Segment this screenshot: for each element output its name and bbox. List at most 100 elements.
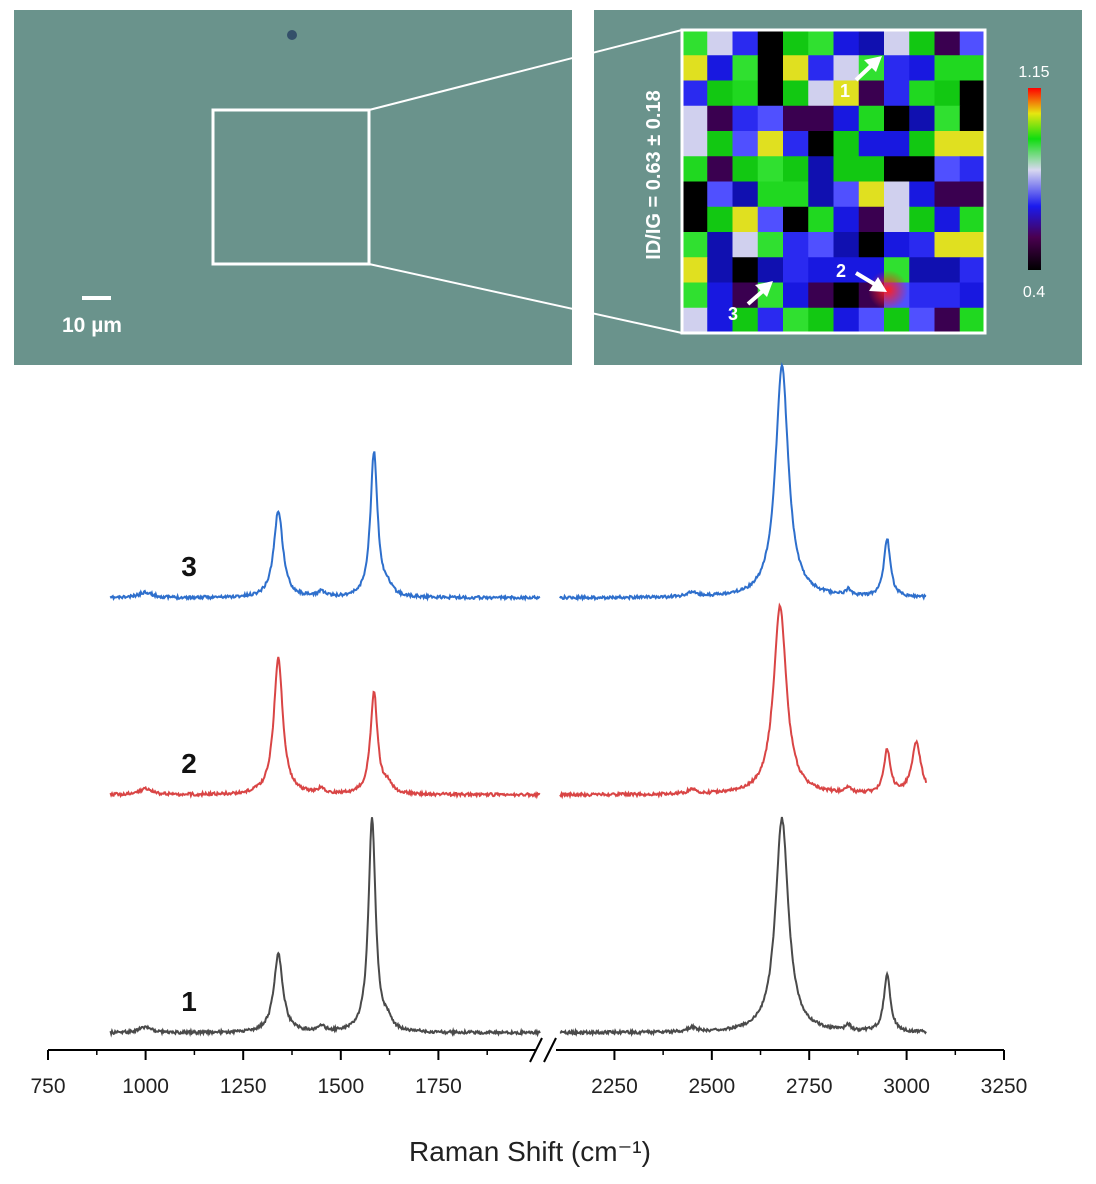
map-cell xyxy=(934,282,961,309)
x-tick-label: 2750 xyxy=(786,1075,833,1098)
map-cell xyxy=(682,105,708,132)
map-cell xyxy=(833,30,860,56)
map-cell xyxy=(682,307,708,334)
intensity-ratio-label: ID/IG = 0.63 ± 0.18 xyxy=(643,90,665,259)
map-cell xyxy=(909,156,935,182)
map-cell xyxy=(858,156,885,182)
map-cell xyxy=(858,206,885,233)
map-cell xyxy=(707,257,733,283)
map-cell xyxy=(783,30,809,56)
map-cell xyxy=(707,30,733,56)
map-cell xyxy=(959,156,986,182)
map-cell xyxy=(909,30,935,56)
x-tick-label: 1250 xyxy=(220,1075,267,1098)
map-cell xyxy=(783,80,809,107)
map-cell xyxy=(682,232,708,258)
map-cell xyxy=(757,131,784,157)
map-cell xyxy=(934,257,961,283)
spectrum-line-3-left xyxy=(109,451,541,602)
map-cell xyxy=(783,307,809,334)
map-cell xyxy=(707,105,733,132)
map-cell xyxy=(707,232,733,258)
map-cell xyxy=(757,307,784,334)
map-cell xyxy=(909,206,935,233)
map-cell xyxy=(732,257,759,283)
map-cell xyxy=(959,30,986,56)
map-cell xyxy=(884,156,910,182)
marker-1: 1 xyxy=(840,56,882,101)
spectrum-line-2-left xyxy=(109,656,541,800)
map-cell xyxy=(909,105,935,132)
map-cell xyxy=(732,307,759,334)
map-cell xyxy=(934,156,961,182)
map-cell xyxy=(833,206,860,233)
map-cell xyxy=(959,307,986,334)
x-tick-label: 1750 xyxy=(415,1075,462,1098)
map-cell xyxy=(884,181,910,208)
map-cell xyxy=(682,181,708,208)
map-cell xyxy=(884,55,910,81)
map-cell xyxy=(707,282,733,309)
map-cell xyxy=(808,55,834,81)
map-cell xyxy=(682,131,708,157)
map-cell xyxy=(707,206,733,233)
map-cell xyxy=(732,181,759,208)
map-cell xyxy=(934,131,961,157)
x-axis: 750 1000 1250 1500 1750 2250 2500 2750 3000 3250 xyxy=(30,1037,1027,1098)
map-cell xyxy=(732,30,759,56)
map-border xyxy=(680,28,987,335)
map-cell xyxy=(808,232,834,258)
marker-3: 3 xyxy=(728,281,773,324)
map-cell xyxy=(783,156,809,182)
spectrum-line-1-right xyxy=(559,816,927,1038)
map-cell xyxy=(884,232,910,258)
map-cell xyxy=(833,181,860,208)
series-labels: 3 2 1 xyxy=(181,551,197,1017)
marker-1-label: 1 xyxy=(840,81,850,101)
raman-spectra-chart: 3 2 1 750 1000 1250 1500 1750 2250 2500 2750 3000 3… xyxy=(30,361,1027,1167)
micrograph-background xyxy=(14,10,572,365)
map-cell xyxy=(959,55,986,81)
series-label-2: 2 xyxy=(181,748,197,779)
map-cell xyxy=(909,131,935,157)
map-cell xyxy=(757,232,784,258)
x-tick-label: 750 xyxy=(30,1075,65,1098)
optical-micrograph: 10 µm xyxy=(14,10,572,365)
map-cell xyxy=(808,206,834,233)
map-cell xyxy=(732,282,759,309)
map-cell xyxy=(808,131,834,157)
map-cell xyxy=(959,257,986,283)
map-cell xyxy=(833,55,860,81)
colorbar-min-label: 0.4 xyxy=(1023,284,1045,301)
axis-break-mark xyxy=(543,1037,557,1063)
map-cell xyxy=(682,257,708,283)
scale-bar-label: 10 µm xyxy=(62,314,122,337)
map-cell xyxy=(858,181,885,208)
spectrum-line-1-left xyxy=(109,817,541,1038)
marker-3-label: 3 xyxy=(728,304,738,324)
map-cell xyxy=(707,307,733,334)
map-cell xyxy=(757,156,784,182)
x-tick-label: 1500 xyxy=(317,1075,364,1098)
map-cell xyxy=(757,30,784,56)
map-cell xyxy=(783,206,809,233)
map-cell xyxy=(833,307,860,334)
map-cell xyxy=(934,232,961,258)
map-cell xyxy=(858,80,885,107)
map-cell xyxy=(757,181,784,208)
x-tick-label: 3000 xyxy=(883,1075,930,1098)
map-cell xyxy=(732,232,759,258)
map-cell xyxy=(833,257,860,283)
spectrum-line-2-right xyxy=(559,602,928,800)
map-cell xyxy=(808,282,834,309)
map-cell xyxy=(909,232,935,258)
map-cell xyxy=(682,55,708,81)
map-cell xyxy=(959,232,986,258)
map-cell xyxy=(757,105,784,132)
axis-break-mark xyxy=(529,1037,543,1063)
map-cell xyxy=(808,257,834,283)
map-cell xyxy=(707,80,733,107)
map-cell xyxy=(909,282,935,309)
map-cell xyxy=(757,257,784,283)
zoom-region-box xyxy=(211,108,371,266)
